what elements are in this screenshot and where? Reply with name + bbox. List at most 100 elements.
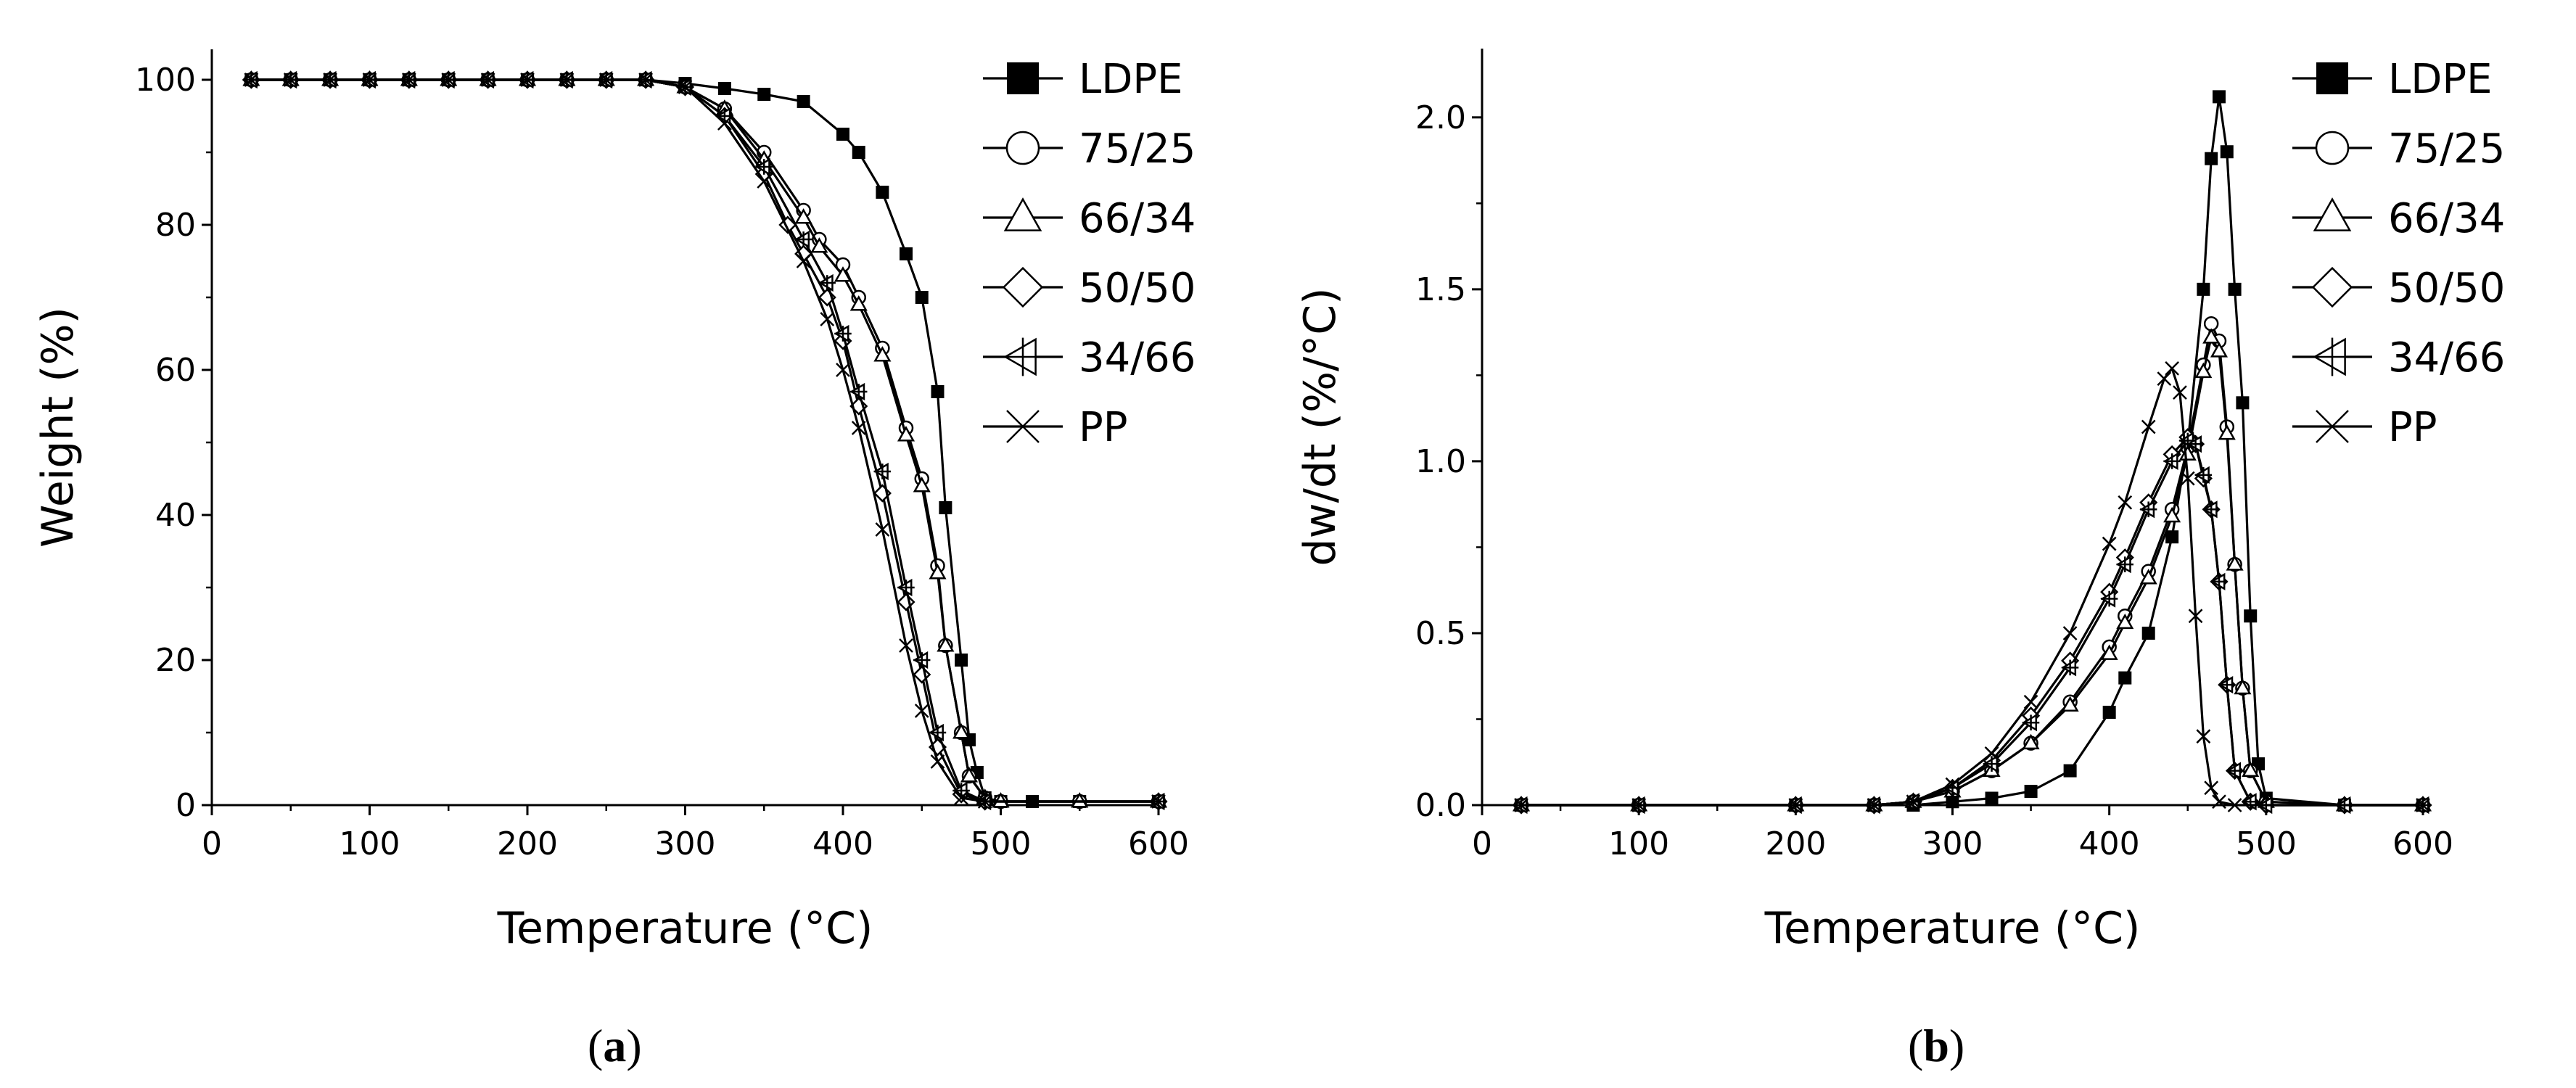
panel-a-caption-label: a — [603, 1020, 627, 1071]
panel-a-series-PP — [244, 73, 1166, 809]
panel-b-data-point — [2102, 536, 2117, 551]
panel-a-y-tick-label: 80 — [155, 207, 196, 244]
panel-a-data-point — [797, 95, 810, 108]
panel-a-data-point — [717, 116, 732, 131]
panel-a-data-point — [897, 578, 915, 597]
panel-a-data-point — [931, 385, 945, 398]
panel-b-series-34-66 — [1512, 432, 2432, 815]
panel-b-data-point — [2139, 569, 2157, 585]
panel-a-series-line — [251, 78, 1159, 803]
panel-b-legend-label: PP — [2388, 404, 2437, 451]
panel-b-data-point — [2202, 328, 2221, 344]
panel-a-data-point — [876, 186, 889, 199]
panel-b-data-point — [2204, 780, 2219, 796]
panel-b-legend-marker — [2311, 337, 2353, 376]
panel-a-data-point — [873, 484, 892, 503]
panel-b-data-point — [2197, 282, 2210, 296]
panel-b-y-axis-label: dw/dt (%/°C) — [1295, 288, 1346, 566]
panel-b-data-point — [2163, 452, 2181, 470]
panel-a-legend-marker — [1002, 337, 1044, 376]
panel-a-y-tick-label: 0 — [176, 787, 196, 824]
panel-b-series-line — [1521, 439, 2423, 807]
panel-a-data-point — [757, 88, 771, 101]
panel-b-data-point — [1985, 791, 1999, 805]
panel-a-data-point — [834, 266, 852, 282]
panel-b-series-line — [1521, 436, 2423, 807]
panel-a-legend-label: 50/50 — [1079, 265, 1196, 312]
panel-b-legend-label: 50/50 — [2388, 265, 2505, 312]
panel-b-data-point — [2139, 500, 2157, 519]
panel-b-data-point — [2227, 798, 2242, 812]
panel-b-data-point — [2118, 495, 2133, 510]
panel-b-data-point — [2196, 729, 2211, 744]
panel-b-data-point — [2023, 694, 2038, 709]
panel-b-series-line — [1521, 322, 2423, 807]
panel-b-data-point — [2173, 385, 2187, 400]
panel-b-data-point — [2212, 794, 2226, 809]
panel-a-data-point — [899, 638, 913, 653]
panel-a-data-point — [939, 501, 952, 514]
panel-a-legend-marker — [1003, 197, 1042, 231]
panel-b-data-point — [2205, 152, 2218, 165]
panel-b-data-point — [2178, 445, 2197, 461]
panel-b-series-LDPE — [1515, 90, 2429, 812]
panel-b-data-point — [2061, 696, 2079, 712]
panel-b-x-tick-label: 500 — [2236, 825, 2297, 862]
panel-a-legend-label: 66/34 — [1079, 195, 1196, 242]
panel-b-data-point — [2228, 282, 2242, 296]
panel-a-data-point — [323, 73, 338, 87]
panel-a-y-axis-label: Weight (%) — [33, 307, 83, 548]
panel-a-data-point — [836, 363, 850, 377]
panel-b-x-tick-label: 300 — [1922, 825, 1983, 862]
panel-a-data-point — [754, 157, 773, 176]
panel-b-y-tick-label: 1.0 — [1415, 443, 1466, 480]
panel-a-data-point — [441, 73, 456, 87]
panel-b-data-point — [2242, 761, 2260, 778]
panel-a-x-tick-label: 200 — [497, 825, 558, 862]
panel-b-data-point — [2116, 613, 2134, 630]
panel-a-data-point — [977, 794, 992, 809]
panel-a-data-point — [852, 146, 865, 159]
panel-b-data-point — [1906, 794, 1921, 809]
panel-a-y-tick-label: 20 — [155, 642, 196, 679]
panel-a-legend-marker — [1005, 131, 1040, 165]
panel-b-data-point — [2180, 471, 2195, 486]
panel-a-data-point — [362, 73, 377, 87]
panel-b-data-point — [1867, 798, 1882, 812]
panel-a-data-point — [794, 230, 812, 249]
panel-b-legend-marker — [2316, 62, 2348, 94]
panel-a-data-point — [598, 73, 614, 87]
panel-b-series-75-25 — [1513, 316, 2431, 813]
panel-b-data-point — [2100, 590, 2118, 608]
panel-b-chart: 0 100 200 300 400 500 600 0.0 0.5 1.0 1.5 2.0 Temper… — [1295, 49, 2505, 954]
panel-a-series-66-34 — [242, 70, 1168, 808]
panel-b-data-point — [2022, 714, 2040, 732]
panel-a-data-point — [678, 80, 693, 94]
panel-a-series-line — [251, 78, 1159, 803]
panel-a-data-point — [794, 208, 812, 224]
panel-b-data-point — [2063, 764, 2077, 778]
panel-a-data-point — [283, 73, 298, 87]
panel-b-data-point — [1983, 755, 2001, 773]
panel-b-data-point — [2118, 671, 2132, 685]
panel-b-data-point — [2236, 396, 2250, 410]
panel-b-data-point — [1788, 798, 1803, 812]
panel-b-data-point — [2186, 435, 2205, 453]
panel-a-data-point — [955, 654, 968, 667]
panel-b-series-50-50 — [1512, 428, 2432, 815]
panel-b-x-tick-label: 100 — [1608, 825, 1669, 862]
panel-a-data-point — [929, 564, 947, 580]
panel-a-x-axis-label: Temperature (°C) — [497, 903, 873, 954]
panel-a-series-line — [251, 78, 1159, 803]
panel-a-data-point — [954, 791, 969, 805]
panel-b-data-point — [2157, 371, 2172, 387]
panel-b-data-point — [2024, 785, 2038, 799]
panel-b-data-point — [2141, 419, 2156, 434]
panel-a-data-point — [834, 324, 852, 343]
panel-b-legend-label: LDPE — [2388, 56, 2492, 103]
panel-b-legend-label: 66/34 — [2388, 195, 2505, 242]
panel-a-x-tick-label: 600 — [1128, 825, 1189, 862]
panel-a-data-point — [914, 704, 929, 718]
panel-a-series-line — [251, 78, 1159, 803]
panel-a-legend-label: 75/25 — [1079, 125, 1196, 173]
